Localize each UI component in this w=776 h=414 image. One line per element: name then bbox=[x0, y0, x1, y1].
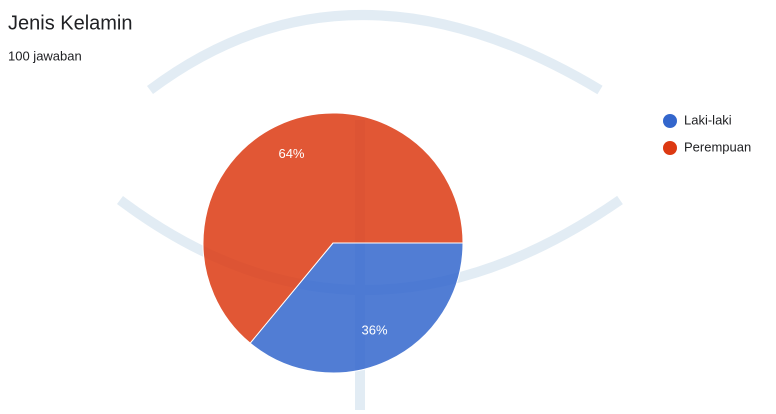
chart-subtitle: 100 jawaban bbox=[8, 48, 82, 63]
slice-label: 36% bbox=[361, 323, 387, 338]
legend-label: Perempuan bbox=[684, 139, 751, 154]
slice-label: 64% bbox=[278, 146, 304, 161]
chart-title: Jenis Kelamin bbox=[8, 12, 133, 34]
legend-label: Laki-laki bbox=[684, 112, 732, 127]
legend-marker bbox=[663, 141, 677, 155]
legend-marker bbox=[663, 114, 677, 128]
pie-slice bbox=[202, 112, 464, 344]
pie-slice bbox=[249, 242, 464, 374]
